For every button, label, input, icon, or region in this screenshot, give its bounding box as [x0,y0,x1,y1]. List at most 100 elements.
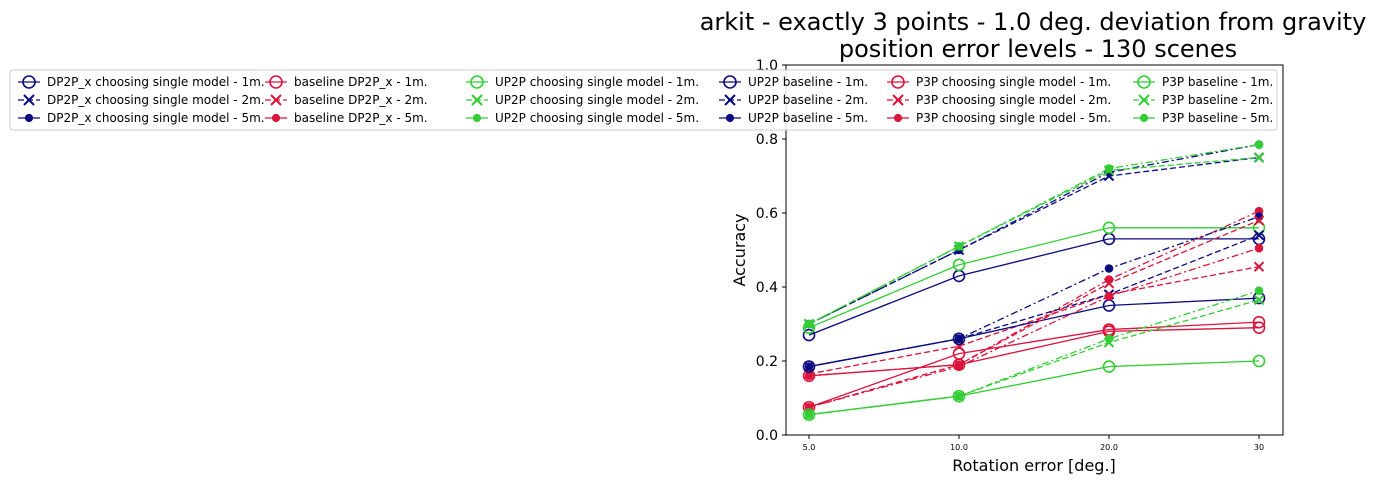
series-14-line [808,247,1260,408]
legend-item-9-label: UP2P baseline - 1m. [748,75,868,89]
legend-item-16-marker [1138,94,1150,106]
series-14-point-2 [1104,291,1114,301]
chart-title-line1: arkit - exactly 3 points - 1.0 deg. devi… [700,8,1367,36]
legend-item-17: P3P baseline - 5m. [1133,111,1273,125]
legend-item-1: DP2P_x choosing single model - 2m. [18,93,265,107]
series-11-point-0 [804,362,814,371]
legend-item-16: P3P baseline - 2m. [1133,93,1273,107]
series-8-point-1 [954,242,964,251]
series-12 [802,315,1266,414]
legend-item-4: baseline DP2P_x - 2m. [265,93,428,107]
legend: DP2P_x choosing single model - 1m. DP2P_x… [9,69,1278,131]
legend-item-5-label: baseline DP2P_x - 5m. [294,111,428,125]
legend-item-13: P3P choosing single model - 2m. [887,93,1111,107]
series-11-line [808,216,1260,368]
legend-item-15-marker [1137,75,1151,89]
legend-item-17-marker [1139,113,1149,123]
legend-item-8-marker [472,113,482,123]
legend-item-14-label: P3P choosing single model - 5m. [916,111,1111,125]
x-axis-label: Rotation error [deg.] [952,456,1116,475]
series-layer [802,140,1266,421]
series-12-line [808,321,1260,408]
series-9-point-1 [952,332,966,346]
legend-item-3-marker [269,75,283,89]
series-13-point-3 [1253,215,1265,226]
legend-item-1-marker-stroke-b [23,94,35,106]
y-tick-label-1: 0.2 [756,354,778,370]
legend-item-2-label: DP2P_x choosing single model - 5m. [47,111,265,125]
series-9-point-0 [802,360,816,373]
series-15-point-3 [1252,354,1266,368]
series-17-point-2 [1104,334,1114,344]
series-4-point-3-stroke-b [1253,261,1265,272]
series-15-point-2 [1102,360,1116,373]
series-13-point-3-stroke-b [1253,215,1265,226]
legend-item-9-marker [723,75,737,89]
legend-item-3-label: baseline DP2P_x - 1m. [294,75,428,89]
legend-item-14-marker [893,113,903,123]
legend-item-11-marker [725,113,735,123]
series-16-point-3-stroke-b [1253,294,1265,306]
x-tick-label-1: 10.0 [950,443,968,452]
series-13-point-2-stroke-b [1103,278,1115,289]
legend-item-11-label: UP2P baseline - 5m. [748,111,868,125]
legend-item-13-marker-stroke-b [892,94,904,106]
series-5-point-0 [804,371,814,381]
legend-item-12-marker [891,75,905,89]
y-tick-label-3: 0.6 [756,206,778,222]
legend-item-3: baseline DP2P_x - 1m. [265,75,428,89]
legend-item-6: UP2P choosing single model - 1m. [466,75,699,89]
legend-item-2: DP2P_x choosing single model - 5m. [18,111,265,125]
series-13-line [808,219,1260,408]
y-tick-label-4: 0.8 [756,132,778,148]
y-tick-label-0: 0.0 [756,428,778,444]
legend-item-2-marker [24,113,34,123]
series-13-point-2 [1103,278,1115,289]
series-12-point-3 [1252,315,1266,329]
series-7-point-3-stroke-b [1253,152,1265,163]
legend-item-7-marker-stroke-b [471,94,483,106]
series-11-point-2 [1104,264,1114,273]
legend-item-4-marker [270,94,282,106]
series-8-point-2 [1104,164,1114,173]
legend-item-10: UP2P baseline - 2m. [719,93,868,107]
legend-item-0-label: DP2P_x choosing single model - 1m. [47,75,265,89]
legend-item-10-marker-stroke-b [724,94,736,106]
series-17-point-0 [804,410,814,419]
series-14-point-3 [1254,243,1264,253]
series-10-point-3 [1253,229,1265,241]
legend-item-13-label: P3P choosing single model - 2m. [916,93,1111,107]
legend-item-8: UP2P choosing single model - 5m. [466,111,699,125]
legend-item-1-marker [23,94,35,106]
legend-item-16-label: P3P baseline - 2m. [1162,93,1273,107]
legend-item-15: P3P baseline - 1m. [1133,75,1273,89]
series-8 [804,140,1264,329]
series-17-line [808,290,1260,416]
series-8-point-0 [804,319,814,329]
series-10-point-3-stroke-b [1253,229,1265,241]
legend-item-4-marker-stroke-b [270,94,282,106]
legend-item-6-label: UP2P choosing single model - 1m. [495,75,699,89]
series-6-line [808,227,1259,329]
legend-item-0: DP2P_x choosing single model - 1m. [18,75,265,89]
legend-item-11: UP2P baseline - 5m. [719,111,868,125]
series-15-point-1 [952,389,966,403]
legend-item-12: P3P choosing single model - 1m. [887,75,1111,89]
series-11-point-1 [954,334,964,344]
legend-item-8-label: UP2P choosing single model - 5m. [495,111,699,125]
series-12-point-1 [952,347,966,360]
series-17-point-3 [1254,286,1264,296]
series-7-point-3 [1253,152,1265,163]
legend-item-1-label: DP2P_x choosing single model - 2m. [47,93,265,107]
series-0-line [808,238,1259,336]
x-axis: 5.0 10.0 20.0 30 [803,435,1264,452]
series-8-point-3 [1254,140,1264,149]
legend-item-9: UP2P baseline - 1m. [719,75,868,89]
series-1-line [808,156,1260,325]
series-2-line [808,143,1260,325]
legend-item-5: baseline DP2P_x - 5m. [265,111,428,125]
series-4-point-3 [1253,261,1265,272]
y-axis-label: Accuracy [730,213,749,286]
x-tick-label-2: 20.0 [1100,443,1118,452]
